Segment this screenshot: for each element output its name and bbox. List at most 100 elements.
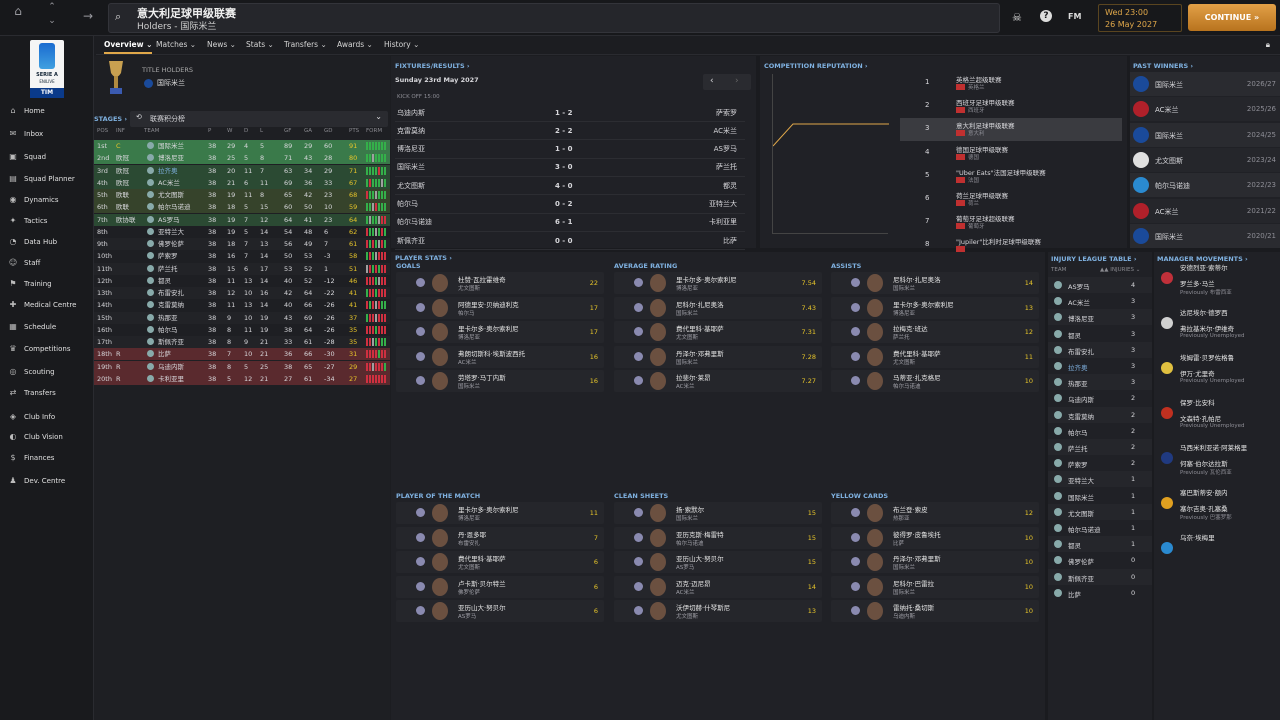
player-club[interactable]: 尤文图斯 [676, 335, 699, 341]
fixture-home[interactable]: 克雷莫纳 [397, 126, 425, 135]
forward-arrow-icon[interactable]: → [82, 9, 94, 23]
past-winner-team[interactable]: 尤文图斯 [1155, 156, 1183, 165]
injury-row[interactable]: AC米兰 3 [1048, 293, 1152, 310]
skull-icon[interactable]: ☠ [1012, 11, 1022, 24]
injury-row[interactable]: 热那亚 3 [1048, 374, 1152, 391]
yellow-header[interactable]: YELLOW CARDS [831, 492, 889, 500]
fixture-away[interactable]: 都灵 [723, 181, 737, 190]
injury-team[interactable]: 博洛尼亚 [1068, 315, 1094, 324]
reputation-row[interactable]: 4 德国足球甲级联赛 德国 [900, 142, 1122, 165]
injury-team[interactable]: 布雷安扎 [1068, 347, 1094, 356]
fixture-score[interactable]: 6 - 1 [555, 218, 573, 227]
reputation-row[interactable]: 2 西班牙足球甲级联赛 西班牙 [900, 95, 1122, 118]
player-club[interactable]: 帕尔马诺迪 [676, 540, 704, 547]
player-name[interactable]: 尼科尔·扎尼奥洛 [893, 276, 941, 284]
fixture-score[interactable]: 1 - 0 [555, 145, 573, 154]
player-club[interactable]: 国际米兰 [458, 384, 481, 390]
injury-team[interactable]: 拉齐奥 [1068, 364, 1088, 372]
fixture-row[interactable]: 斯佩齐亚 0 - 0 比萨 [395, 232, 745, 251]
injury-row[interactable]: 尤文图斯 1 [1048, 503, 1152, 520]
injury-team[interactable]: 尤文图斯 [1068, 509, 1094, 518]
table-team[interactable]: 帕尔马 [158, 325, 178, 334]
player-name[interactable]: 亚历山大·努贝尔 [458, 604, 506, 612]
stat-row[interactable]: 迈克·迈尼昂 AC米兰 14 [614, 575, 822, 598]
tab-history[interactable]: History ⌄ [384, 40, 420, 49]
injury-row[interactable]: 乌迪内斯 2 [1048, 390, 1152, 407]
table-team[interactable]: 尤文图斯 [158, 191, 184, 200]
fixture-score[interactable]: 2 - 2 [555, 126, 573, 135]
fixtures-header[interactable]: FIXTURES/RESULTS › [395, 62, 470, 70]
stat-row[interactable]: 弗朗切斯科·埃斯波西托 AC米兰 16 [396, 345, 604, 368]
title-box[interactable]: ⌕ 意大利足球甲级联赛 Holders - 国际米兰 [108, 3, 1000, 33]
sidebar-item-schedule[interactable]: ▦ Schedule [8, 320, 94, 334]
sidebar-item-training[interactable]: ⚑ Training [8, 277, 94, 291]
player-club[interactable]: 乌迪内斯 [893, 614, 916, 620]
injury-team[interactable]: 国际米兰 [1068, 493, 1094, 502]
goals-header[interactable]: GOALS [396, 262, 421, 270]
sidebar-item-scouting[interactable]: ◎ Scouting [8, 365, 94, 379]
table-row[interactable]: 6th 欧联 帕尔马诺迪 38 18 5 15 60 50 10 59 [94, 201, 390, 214]
help-icon[interactable]: ? [1040, 10, 1052, 22]
tab-matches[interactable]: Matches ⌄ [156, 40, 197, 49]
fixture-row[interactable]: 帕尔马诺迪 6 - 1 卡利亚里 [395, 214, 745, 232]
fixture-row[interactable]: 尤文图斯 4 - 0 都灵 [395, 177, 745, 196]
reputation-row[interactable]: 1 英格兰超级联赛 英格兰 [900, 72, 1122, 95]
stat-row[interactable]: 杜赞·瓦拉霍维奇 尤文图斯 22 [396, 272, 604, 294]
player-name[interactable]: 拉梅克·班达 [893, 325, 928, 333]
stat-row[interactable]: 费代里科·基耶萨 尤文图斯 6 [396, 551, 604, 573]
fixture-home[interactable]: 尤文图斯 [397, 181, 425, 190]
player-name[interactable]: 雷纳托·桑切斯 [893, 604, 935, 612]
table-team[interactable]: 亚特兰大 [158, 227, 184, 236]
table-team[interactable]: 国际米兰 [158, 142, 184, 151]
injury-team[interactable]: AS罗马 [1068, 283, 1090, 291]
player-name[interactable]: 里卡尔多·奥尔索利尼 [676, 276, 737, 284]
table-row[interactable]: 20th R 卡利亚里 38 5 12 21 27 61 -34 27 [94, 372, 390, 385]
past-winner-row[interactable]: AC米兰 2021/22 [1130, 198, 1280, 223]
manager-name[interactable]: 何塞·伯尔达拉斯 [1180, 460, 1228, 468]
injury-row[interactable]: 萨索罗 2 [1048, 455, 1152, 472]
manager-name[interactable]: 塞巴斯蒂安·额内 [1180, 489, 1228, 497]
fixture-row[interactable]: 帕尔马 0 - 2 亚特兰大 [395, 196, 745, 214]
sidebar-item-home[interactable]: ⌂ Home [8, 104, 94, 118]
past-winner-row[interactable]: AC米兰 2025/26 [1130, 97, 1280, 122]
player-club[interactable]: 帕尔马诺迪 [893, 384, 921, 390]
player-name[interactable]: 布兰登·索皮 [893, 506, 928, 514]
chevron-down-icon[interactable]: ⌄ [48, 16, 56, 26]
player-club[interactable]: 博洛尼亚 [676, 286, 699, 292]
reputation-row[interactable]: 7 葡萄牙足球超级联赛 葡萄牙 [900, 211, 1122, 234]
player-club[interactable]: AS罗马 [458, 614, 477, 620]
player-name[interactable]: 里卡尔多·奥尔索利尼 [458, 325, 519, 333]
stages-label[interactable]: STAGES › [94, 115, 128, 123]
chevron-up-icon[interactable]: ⌃ [48, 2, 56, 12]
stat-row[interactable]: 拉梅克·班达 萨兰托 12 [831, 321, 1039, 343]
player-club[interactable]: 尤文图斯 [893, 359, 916, 366]
injury-team[interactable]: 萨索罗 [1068, 461, 1088, 470]
stat-row[interactable]: 卢卡斯·贝尔特兰 佛罗伦萨 6 [396, 575, 604, 598]
fixture-away[interactable]: 比萨 [723, 236, 737, 245]
sidebar-item-medical-centre[interactable]: ✚ Medical Centre [8, 298, 94, 312]
manager-name[interactable]: 保罗·比安科 [1180, 399, 1215, 407]
lock-icon[interactable]: 🔒︎ [1265, 40, 1270, 49]
injury-team[interactable]: 乌迪内斯 [1068, 396, 1094, 405]
chevron-left-icon[interactable]: ‹ [710, 76, 714, 86]
reputation-header[interactable]: COMPETITION REPUTATION › [764, 62, 868, 70]
past-winner-team[interactable]: AC米兰 [1155, 106, 1179, 115]
past-winners-header[interactable]: PAST WINNERS › [1133, 62, 1194, 70]
avg-header[interactable]: AVERAGE RATING [614, 262, 678, 270]
table-row[interactable]: 10th 萨索罗 38 16 7 14 50 53 -3 58 [94, 250, 390, 263]
stat-row[interactable]: 拉斐尔·莱昂 AC米兰 7.27 [614, 370, 822, 392]
player-club[interactable]: 博洛尼亚 [458, 516, 481, 522]
player-name[interactable]: 尼科尔·巴雷拉 [893, 579, 935, 588]
stat-row[interactable]: 雷纳托·桑切斯 乌迪内斯 10 [831, 600, 1039, 622]
table-row[interactable]: 15th 热那亚 38 9 10 19 43 69 -26 37 [94, 311, 390, 324]
reputation-row[interactable]: 8 "Jupiler"比利时足球甲级联赛 [900, 234, 1122, 257]
stat-row[interactable]: 阿德里安·贝纳迪利克 帕尔马 17 [396, 296, 604, 319]
table-team[interactable]: 斯佩齐亚 [158, 338, 184, 347]
search-icon[interactable]: ⌕ [115, 10, 122, 23]
fixture-score[interactable]: 4 - 0 [555, 181, 573, 190]
injury-row[interactable]: 比萨 0 [1048, 584, 1152, 601]
player-name[interactable]: 费代里科·基耶萨 [893, 349, 941, 358]
injury-row[interactable]: 克雷莫纳 2 [1048, 406, 1152, 423]
fixture-home[interactable]: 帕尔马 [397, 200, 418, 208]
stat-row[interactable]: 马蒂亚·扎克格尼 帕尔马诺迪 10 [831, 370, 1039, 392]
